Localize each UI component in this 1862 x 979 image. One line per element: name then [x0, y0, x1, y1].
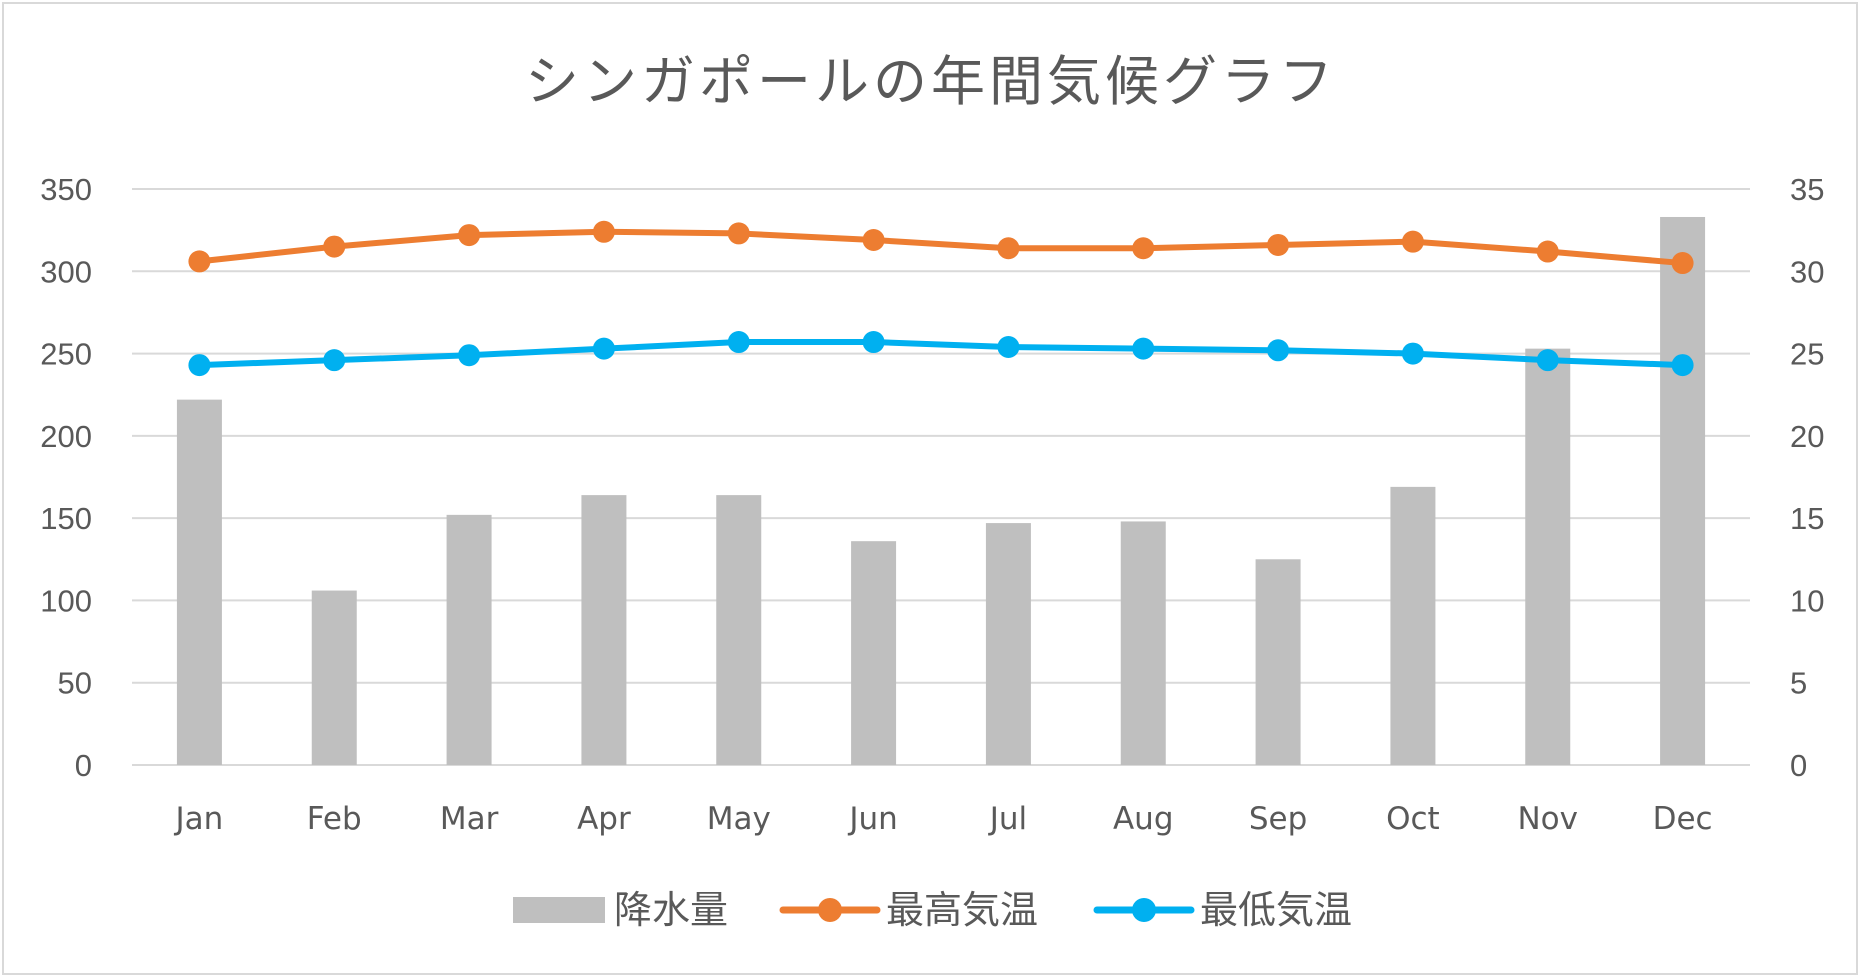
series-point-2-mar	[458, 344, 481, 367]
bar-nov	[1525, 348, 1571, 765]
y-left-tick-label: 250	[40, 337, 92, 372]
series-point-1-sep	[1267, 233, 1290, 256]
line-series	[188, 220, 1694, 377]
bar-sep	[1255, 559, 1301, 765]
series-point-1-oct	[1401, 230, 1424, 253]
y-left-tick-label: 50	[58, 666, 92, 701]
series-line-2	[196, 339, 1686, 369]
series-point-1-feb	[323, 235, 346, 258]
legend-label: 降水量	[614, 888, 728, 932]
bar-jul	[985, 523, 1031, 765]
y-right-tick-label: 10	[1790, 583, 1824, 618]
x-tick-label: Dec	[1653, 801, 1713, 837]
series-point-2-oct	[1401, 342, 1424, 365]
series-point-1-nov	[1536, 240, 1559, 263]
y-right-tick-label: 20	[1790, 419, 1824, 454]
bar-series	[176, 216, 1706, 765]
x-tick-label: Aug	[1113, 801, 1174, 837]
x-tick-label: Oct	[1386, 801, 1440, 837]
x-tick-label: Mar	[440, 801, 499, 837]
x-tick-label: Sep	[1249, 801, 1307, 837]
bar-aug	[1120, 521, 1166, 765]
series-point-1-jul	[997, 237, 1020, 260]
series-point-2-jan	[188, 354, 211, 377]
y-right-tick-label: 25	[1790, 337, 1824, 372]
bar-feb	[311, 590, 357, 765]
series-point-1-mar	[458, 224, 481, 247]
x-tick-label: Jun	[847, 801, 897, 837]
series-point-2-sep	[1267, 339, 1290, 362]
y-left-tick-label: 150	[40, 501, 92, 536]
series-point-2-nov	[1536, 349, 1559, 372]
bar-may	[716, 495, 762, 765]
series-point-2-aug	[1132, 337, 1155, 360]
y-left-tick-label: 0	[75, 748, 92, 783]
series-point-1-may	[727, 222, 750, 245]
y-axis-right: 0 5 10 15 20 25 30 35	[1790, 172, 1824, 783]
series-point-2-may	[727, 331, 750, 354]
bar-oct	[1390, 486, 1436, 765]
bar-dec	[1660, 216, 1706, 765]
series-point-1-dec	[1671, 252, 1694, 275]
y-right-tick-label: 35	[1790, 172, 1824, 207]
bar-mar	[446, 514, 492, 765]
x-tick-label: Jan	[174, 801, 224, 837]
x-tick-label: May	[707, 801, 771, 837]
series-point-2-feb	[323, 349, 346, 372]
bar-jun	[851, 541, 897, 765]
series-point-1-apr	[592, 220, 615, 243]
legend: 降水量 最高気温 最低気温	[513, 888, 1352, 932]
series-point-1-jan	[188, 250, 211, 273]
y-left-tick-label: 200	[40, 419, 92, 454]
series-point-2-jun	[862, 331, 885, 354]
y-right-tick-label: 5	[1790, 666, 1807, 701]
legend-swatch-bar	[513, 897, 605, 923]
x-tick-label: Nov	[1517, 801, 1578, 837]
x-axis: Jan Feb Mar Apr May Jun Jul Aug Sep Oct Nov Dec	[174, 801, 1713, 837]
gridlines	[132, 188, 1750, 766]
series-point-1-jun	[862, 229, 885, 252]
x-tick-label: Apr	[577, 801, 631, 837]
y-right-tick-label: 30	[1790, 254, 1824, 289]
series-point-2-jul	[997, 335, 1020, 358]
chart-title: シンガポールの年間気候グラフ	[525, 50, 1337, 113]
legend-swatch-marker	[818, 898, 842, 922]
y-left-tick-label: 300	[40, 254, 92, 289]
legend-label: 最高気温	[886, 888, 1038, 932]
legend-label: 最低気温	[1200, 888, 1352, 932]
x-tick-label: Jul	[988, 801, 1027, 837]
y-axis-left: 0 50 100 150 200 250 300 350	[40, 172, 92, 783]
y-right-tick-label: 15	[1790, 501, 1824, 536]
y-left-tick-label: 350	[40, 172, 92, 207]
series-line-1	[196, 228, 1686, 267]
series-point-2-dec	[1671, 354, 1694, 377]
y-left-tick-label: 100	[40, 583, 92, 618]
bar-jan	[176, 399, 222, 765]
bar-apr	[581, 495, 627, 765]
x-tick-label: Feb	[307, 801, 362, 837]
y-right-tick-label: 0	[1790, 748, 1807, 783]
series-point-2-apr	[592, 337, 615, 360]
legend-swatch-marker	[1132, 898, 1156, 922]
series-point-1-aug	[1132, 237, 1155, 260]
